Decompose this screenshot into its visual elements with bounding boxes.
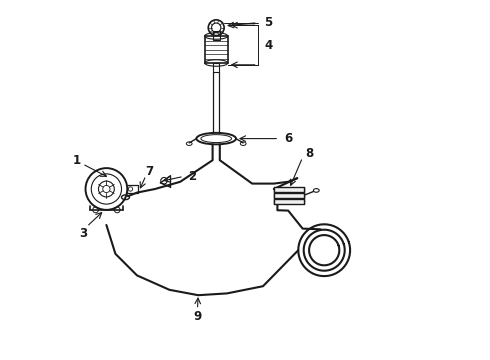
Text: 7: 7 <box>145 165 153 178</box>
Bar <box>127 185 139 193</box>
Text: 5: 5 <box>264 16 272 29</box>
Bar <box>274 193 304 198</box>
Text: 4: 4 <box>264 39 272 51</box>
Bar <box>213 63 220 72</box>
Bar <box>274 199 304 204</box>
Text: 2: 2 <box>188 170 196 183</box>
Bar <box>205 36 228 63</box>
Text: 3: 3 <box>79 227 87 240</box>
Text: 6: 6 <box>284 132 293 145</box>
Text: 1: 1 <box>73 154 80 167</box>
Text: 9: 9 <box>194 310 201 323</box>
Bar <box>213 31 220 40</box>
Text: 8: 8 <box>305 147 313 159</box>
Bar <box>274 187 304 192</box>
